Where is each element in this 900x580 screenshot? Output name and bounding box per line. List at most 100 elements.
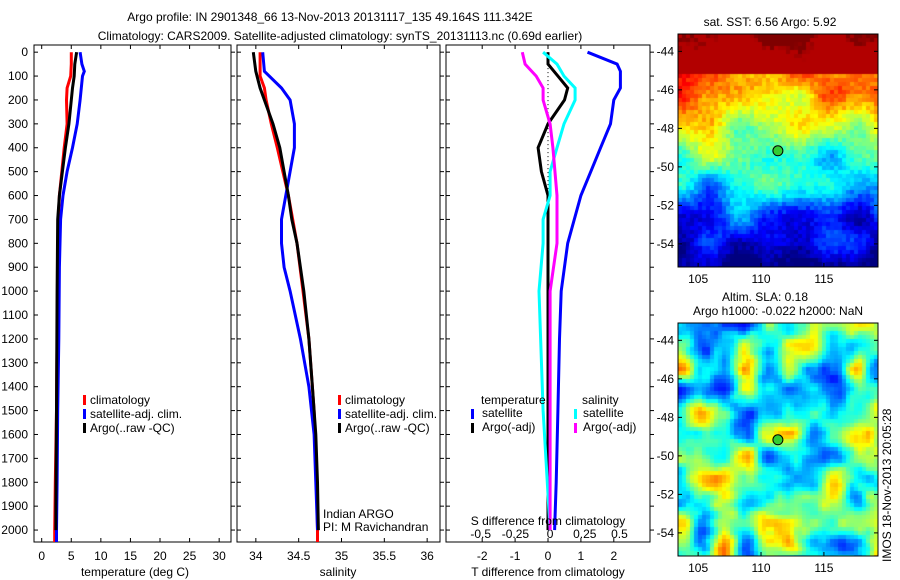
y-tick-label: 1300 [1, 356, 28, 370]
legend-label: climatology [90, 393, 150, 407]
legend-label: Argo(-adj) [482, 420, 535, 434]
legend-label: satellite [583, 406, 624, 420]
y-tick-label: 1700 [1, 451, 28, 465]
x-tick-label: 5 [68, 549, 75, 563]
temperature-xlabel: temperature (deg C) [81, 565, 189, 579]
salinity-legend: climatology satellite-adj. clim. Argo(..… [338, 393, 437, 435]
lon-tick-label: 105 [688, 561, 708, 575]
y-tick-label: 800 [8, 236, 28, 250]
s-tick-label: -0.5 [470, 527, 491, 541]
series-climatology [258, 52, 319, 542]
x-tick-label: 30 [212, 549, 226, 563]
lat-tick-label: -44 [657, 44, 675, 58]
legend-swatch-s-sat [574, 409, 577, 419]
annotation-indian-argo: Indian ARGO [323, 507, 394, 521]
legend-swatch-sat [83, 409, 86, 419]
lon-tick-label: 115 [814, 272, 833, 286]
argo-location-marker [772, 145, 784, 157]
y-tick-label: 1000 [1, 284, 28, 298]
annotation-pi: PI: M Ravichandran [323, 520, 428, 534]
lon-tick-label: 110 [751, 272, 770, 286]
lat-tick-label: -46 [657, 83, 675, 97]
s-tick-label: 0 [547, 527, 554, 541]
lon-tick-label: 110 [751, 561, 770, 575]
map-frame [677, 33, 879, 268]
x-tick-label: 10 [94, 549, 108, 563]
y-tick-label: 100 [8, 69, 28, 83]
x-tick-label: 35 [335, 549, 349, 563]
sst-map-title: sat. SST: 6.56 Argo: 5.92 [704, 15, 837, 29]
lat-tick-label: -54 [657, 526, 675, 540]
legend-label: satellite [482, 406, 523, 420]
s-tick-label: 0.5 [611, 527, 628, 541]
temperature-panel: 0100200300400500600700800900100011001200… [1, 44, 235, 563]
x-tick-label: 36 [420, 549, 434, 563]
sst-map-axes: 105 110 115 -44 -46 -48 -50 -52 -54 [657, 33, 879, 286]
legend-swatch-t-argo [471, 423, 474, 433]
y-tick-label: 1900 [1, 499, 28, 513]
legend-swatch-argo [338, 423, 341, 433]
series-satellite-adj-clim- [261, 52, 319, 531]
x-tick-label: -2 [477, 549, 488, 563]
axes-box [236, 44, 441, 543]
lat-tick-label: -46 [657, 372, 675, 386]
series-argo-raw-qc- [54, 51, 79, 531]
legend-swatch-clim [83, 395, 86, 405]
argo-location-marker [772, 434, 784, 446]
series-t-argo-adj- [536, 52, 570, 531]
y-tick-label: 0 [21, 45, 28, 59]
y-tick-label: 1400 [1, 380, 28, 394]
y-tick-label: 400 [8, 141, 28, 155]
x-tick-label: 20 [153, 549, 167, 563]
x-tick-label: 1 [578, 549, 585, 563]
title-line-2: Climatology: CARS2009. Satellite-adjuste… [98, 29, 582, 43]
legend-title-temperature: temperature [481, 393, 546, 407]
x-tick-label: 34.5 [287, 549, 311, 563]
s-tick-label: 0.25 [573, 527, 597, 541]
lat-tick-label: -48 [657, 121, 675, 135]
temperature-legend: climatology satellite-adj. clim. Argo(..… [83, 393, 182, 435]
y-tick-label: 500 [8, 165, 28, 179]
series-satellite-adj-clim- [55, 51, 86, 542]
legend-label: Argo(..raw -QC) [345, 421, 430, 435]
y-tick-label: 1500 [1, 404, 28, 418]
lon-tick-label: 115 [814, 561, 833, 575]
t-diff-xlabel: T difference from climatology [471, 565, 625, 579]
y-tick-label: 600 [8, 189, 28, 203]
s-diff-xlabel: S difference from climatology [471, 514, 626, 528]
lat-tick-label: -52 [657, 487, 675, 501]
y-tick-label: 1200 [1, 332, 28, 346]
legend-swatch-argo [83, 423, 86, 433]
series-t-satellite [553, 50, 622, 531]
y-tick-label: 1800 [1, 475, 28, 489]
legend-swatch-clim [338, 395, 341, 405]
legend-label: Argo(-adj) [583, 420, 636, 434]
legend-swatch-s-argo [574, 423, 577, 433]
legend-swatch-t-sat [471, 409, 474, 419]
x-tick-label: 15 [124, 549, 138, 563]
y-tick-label: 900 [8, 260, 28, 274]
legend-title-salinity: salinity [582, 393, 619, 407]
lat-tick-label: -44 [657, 333, 675, 347]
x-tick-label: -1 [510, 549, 521, 563]
legend-label: satellite-adj. clim. [90, 407, 182, 421]
sla-map-subtitle: Argo h1000: -0.022 h2000: NaN [693, 304, 863, 318]
y-tick-label: 1600 [1, 427, 28, 441]
difference-panel: -2 -1 0 1 2 -0.5 -0.25 0 0.25 0.5 [445, 44, 654, 563]
x-tick-label: 25 [183, 549, 197, 563]
y-tick-label: 300 [8, 117, 28, 131]
x-tick-label: 34 [249, 549, 263, 563]
x-tick-label: 35.5 [373, 549, 397, 563]
legend-label: climatology [345, 393, 405, 407]
lon-tick-label: 105 [688, 272, 708, 286]
sla-map-title: Altim. SLA: 0.18 [722, 290, 808, 304]
legend-label: satellite-adj. clim. [345, 407, 437, 421]
legend-swatch-sat [338, 409, 341, 419]
salinity-panel: 34 34.5 35 35.5 36 [236, 44, 444, 563]
salinity-xlabel: salinity [320, 565, 357, 579]
lat-tick-label: -48 [657, 410, 675, 424]
lat-tick-label: -50 [657, 449, 675, 463]
s-tick-label: -0.25 [502, 527, 530, 541]
series-s-argo-adj- [520, 51, 559, 531]
